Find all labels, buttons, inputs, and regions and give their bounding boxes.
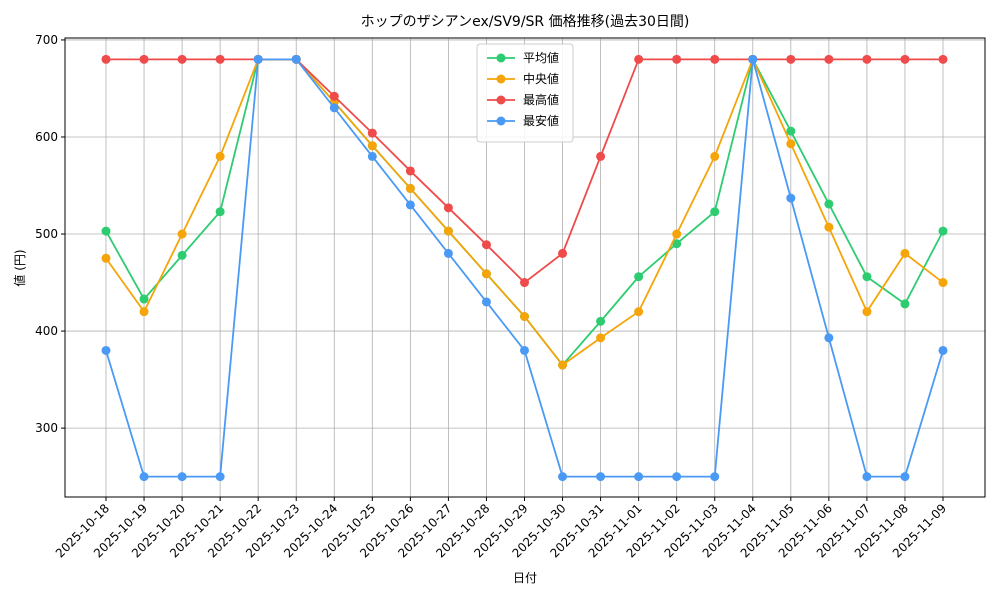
point (900, 472, 910, 482)
point (862, 54, 872, 64)
point (824, 222, 834, 232)
point (101, 345, 111, 355)
point (596, 151, 606, 161)
point (481, 240, 491, 250)
legend-label: 平均値 (523, 50, 559, 65)
point (786, 193, 796, 203)
point (672, 54, 682, 64)
point (367, 151, 377, 161)
point (101, 54, 111, 64)
point (139, 54, 149, 64)
y-tick-label: 600 (35, 130, 58, 144)
point (824, 54, 834, 64)
point (520, 278, 529, 288)
point (443, 226, 453, 236)
point (672, 229, 682, 239)
point (786, 139, 796, 149)
point (634, 307, 644, 317)
point (139, 294, 149, 304)
plot-frame (64, 37, 986, 498)
point (634, 472, 644, 482)
point (710, 151, 720, 161)
legend-label: 最高値 (523, 92, 559, 107)
point (520, 345, 529, 355)
point (558, 360, 568, 370)
chart-title: ホップのザシアンex/SV9/SR 価格推移(過去30日間) (361, 14, 690, 30)
point (748, 54, 758, 64)
point (938, 345, 948, 355)
y-tick-label: 400 (35, 324, 58, 338)
point (443, 248, 453, 258)
point (177, 54, 187, 64)
point (596, 333, 606, 343)
point (177, 472, 187, 482)
point (596, 472, 606, 482)
point (215, 54, 225, 64)
point (481, 269, 491, 279)
point (101, 226, 111, 236)
legend-marker (496, 95, 506, 105)
point (672, 472, 682, 482)
point (215, 151, 225, 161)
point (672, 239, 682, 249)
point (634, 272, 644, 282)
point (177, 250, 187, 260)
point (101, 253, 111, 263)
point (634, 54, 644, 64)
y-tick-label: 500 (35, 227, 58, 241)
y-tick-label: 700 (35, 33, 58, 47)
point (710, 472, 720, 482)
point (938, 226, 948, 236)
point (862, 307, 872, 317)
point (139, 307, 149, 317)
point (938, 54, 948, 64)
point (329, 91, 339, 101)
legend-label: 中央値 (523, 71, 559, 86)
point (405, 166, 415, 176)
point (139, 472, 149, 482)
legend-marker (496, 53, 506, 63)
point (824, 333, 834, 343)
point (253, 54, 263, 64)
point (596, 316, 606, 326)
legend-marker (496, 116, 506, 126)
point (329, 103, 339, 113)
legend-label: 最安値 (523, 113, 559, 128)
point (215, 472, 225, 482)
point (938, 278, 948, 288)
point (443, 203, 453, 213)
point (520, 312, 529, 322)
point (481, 297, 491, 307)
legend-marker (496, 74, 506, 84)
point (824, 199, 834, 209)
point (862, 272, 872, 282)
point (900, 54, 910, 64)
point (786, 54, 796, 64)
point (405, 183, 415, 193)
point (367, 141, 377, 151)
point (405, 200, 415, 210)
point (900, 299, 910, 309)
y-tick-label: 300 (35, 421, 58, 435)
point (215, 207, 225, 217)
point (291, 54, 301, 64)
point (786, 126, 796, 136)
point (710, 54, 720, 64)
point (558, 248, 568, 258)
point (862, 472, 872, 482)
point (558, 472, 568, 482)
x-axis-label: 日付 (513, 571, 537, 585)
point (367, 128, 377, 138)
point (900, 248, 910, 258)
point (710, 207, 720, 217)
y-axis-label: 値 (円) (12, 249, 27, 286)
point (177, 229, 187, 239)
